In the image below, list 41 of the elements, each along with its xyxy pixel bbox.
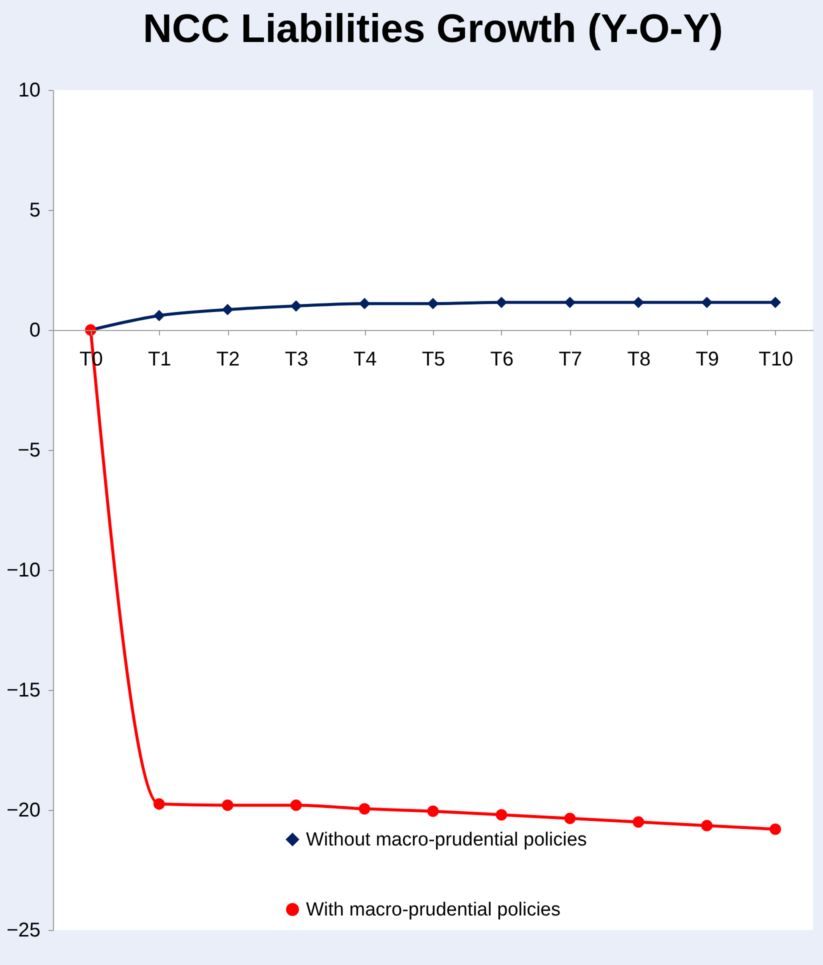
point bbox=[290, 300, 302, 312]
y-tick-label: 5 bbox=[29, 200, 40, 222]
point bbox=[496, 296, 508, 308]
y-tick-label: −5 bbox=[18, 440, 40, 462]
y-tick-label: −20 bbox=[6, 800, 40, 822]
legend-label: Without macro-prudential policies bbox=[306, 830, 587, 850]
point bbox=[701, 820, 713, 832]
x-tick-label: T10 bbox=[758, 348, 794, 370]
point bbox=[427, 806, 439, 817]
point bbox=[358, 298, 370, 310]
y-tick-label: −25 bbox=[6, 920, 40, 942]
x-tick-label: T9 bbox=[696, 348, 720, 370]
y-tick-label: −15 bbox=[6, 680, 40, 702]
y-tick-label: 0 bbox=[29, 320, 40, 342]
x-tick-label: T1 bbox=[148, 348, 172, 370]
point bbox=[222, 800, 234, 811]
point bbox=[496, 809, 508, 820]
point bbox=[564, 296, 576, 308]
x-tick-label: T6 bbox=[490, 348, 514, 370]
point bbox=[632, 816, 644, 828]
chart-title: NCC Liabilities Growth (Y-O-Y) bbox=[142, 7, 724, 51]
point bbox=[632, 296, 644, 308]
point bbox=[153, 310, 165, 322]
x-tick-label: T7 bbox=[558, 348, 582, 370]
y-tick-label: −10 bbox=[6, 560, 40, 582]
point bbox=[153, 798, 165, 810]
point bbox=[222, 304, 234, 316]
point bbox=[358, 803, 370, 814]
point bbox=[427, 298, 439, 310]
x-tick-label: T4 bbox=[353, 348, 377, 370]
point bbox=[290, 800, 302, 811]
point bbox=[770, 296, 782, 308]
x-tick-label: T3 bbox=[284, 348, 308, 370]
point bbox=[770, 824, 782, 835]
x-tick-label: T5 bbox=[422, 348, 446, 370]
y-tick-label: 10 bbox=[18, 80, 40, 102]
point bbox=[701, 296, 713, 308]
legend-label: With macro-prudential policies bbox=[306, 900, 560, 920]
point bbox=[564, 812, 576, 824]
x-tick-label: T8 bbox=[627, 348, 651, 370]
x-tick-label: T2 bbox=[216, 348, 240, 370]
